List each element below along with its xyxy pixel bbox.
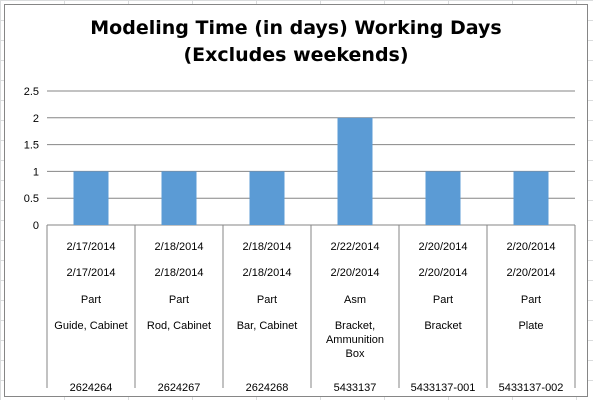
chart-area[interactable]: Modeling Time (in days) Working Days (Ex… xyxy=(4,4,588,397)
bar xyxy=(425,171,461,225)
category-label: 2/18/2014 xyxy=(243,267,292,279)
category-label: Bar, Cabinet xyxy=(237,320,298,332)
category-label: Guide, Cabinet xyxy=(54,320,127,332)
category-label: Ammunition xyxy=(326,334,384,346)
bar xyxy=(249,171,285,225)
bar xyxy=(161,171,197,225)
chart-plot: 0 0.5 1 1.5 2 2.5 2/17/2014 2/17/2014 Part Guide,… xyxy=(24,86,576,394)
category-label: 2/20/2014 xyxy=(419,241,468,253)
category-label: 2/20/2014 xyxy=(507,267,556,279)
category-label: 2624264 xyxy=(70,382,113,394)
bar xyxy=(337,117,373,225)
chart-title-line-2: (Excludes weekends) xyxy=(183,44,409,66)
category-label: 2/20/2014 xyxy=(331,267,380,279)
category-label: 5433137-001 xyxy=(411,382,476,394)
category-label: Part xyxy=(257,294,277,306)
bar xyxy=(73,171,109,225)
category-label: 2/18/2014 xyxy=(243,241,292,253)
category-label: Part xyxy=(433,294,453,306)
category-label: Rod, Cabinet xyxy=(147,320,211,332)
category-label: 2/18/2014 xyxy=(155,267,204,279)
category-label: 5433137 xyxy=(334,382,377,394)
category-label: 2/22/2014 xyxy=(331,241,380,253)
chart-title-line-1: Modeling Time (in days) Working Days xyxy=(90,17,502,39)
category-label: Asm xyxy=(344,294,366,306)
category-label: Box xyxy=(346,348,365,360)
chart-title: Modeling Time (in days) Working Days (Ex… xyxy=(5,15,587,69)
category-label: Bracket, xyxy=(335,320,375,332)
category-label: 2/18/2014 xyxy=(155,241,204,253)
y-tick-label: 1.5 xyxy=(24,140,39,152)
category-label: 2/20/2014 xyxy=(419,267,468,279)
category-label: 5433137-002 xyxy=(499,382,564,394)
y-tick-label: 0.5 xyxy=(24,193,39,205)
category-label: 2/20/2014 xyxy=(507,241,556,253)
category-label: Bracket xyxy=(424,320,461,332)
y-tick-label: 2.5 xyxy=(24,86,39,98)
category-label: Part xyxy=(169,294,189,306)
category-label: 2624268 xyxy=(246,382,289,394)
y-tick-label: 1 xyxy=(33,166,39,178)
category-label: 2/17/2014 xyxy=(67,241,116,253)
category-label: Part xyxy=(521,294,541,306)
category-label: Part xyxy=(81,294,101,306)
y-tick-label: 2 xyxy=(33,113,39,125)
y-tick-label: 0 xyxy=(33,220,39,232)
category-label: 2624267 xyxy=(158,382,201,394)
category-label: 2/17/2014 xyxy=(67,267,116,279)
bar xyxy=(513,171,549,225)
category-label: Plate xyxy=(518,320,543,332)
